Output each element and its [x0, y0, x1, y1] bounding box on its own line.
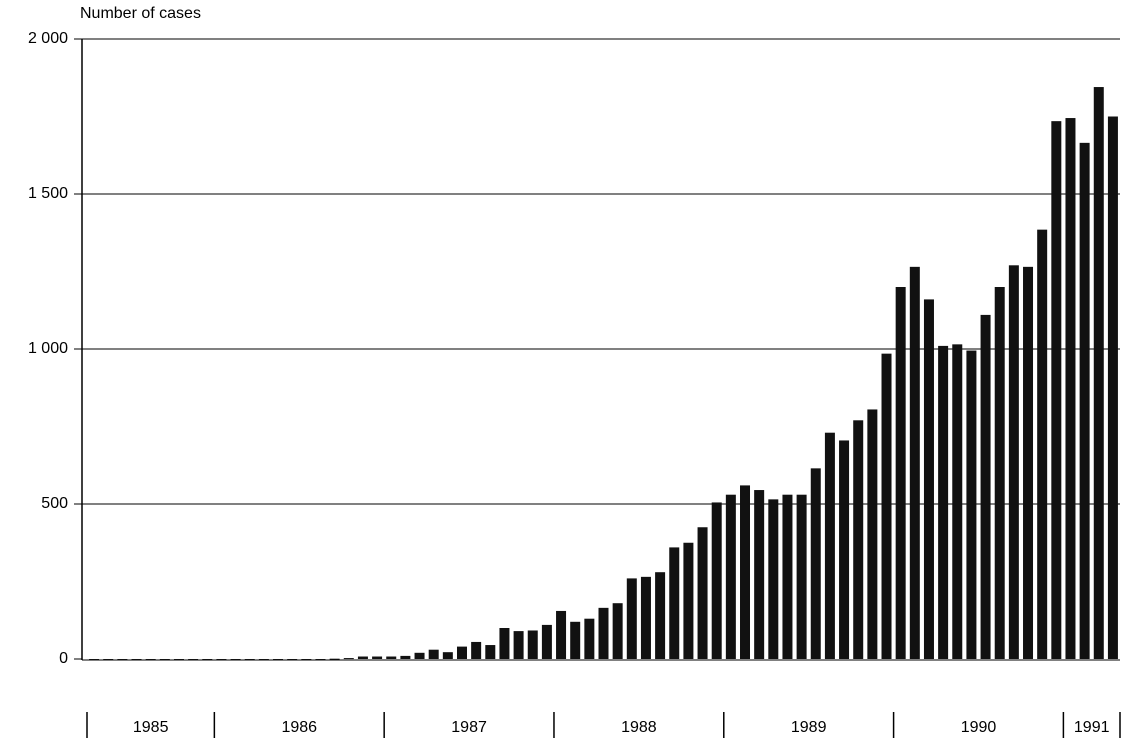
- bar: [584, 618, 595, 659]
- bar: [527, 630, 538, 659]
- bar: [188, 659, 199, 660]
- x-group-label: 1988: [621, 719, 657, 736]
- bar: [216, 659, 227, 660]
- bar: [740, 485, 751, 659]
- bar: [980, 314, 991, 659]
- bar: [994, 287, 1005, 659]
- bar: [456, 646, 467, 659]
- bar: [853, 420, 864, 659]
- bar: [556, 610, 567, 659]
- bar: [839, 440, 850, 659]
- bar: [145, 659, 156, 660]
- bar: [131, 659, 142, 660]
- bar: [867, 409, 878, 659]
- bar: [1093, 87, 1104, 660]
- y-tick-label: 2 000: [28, 30, 68, 47]
- bar: [513, 631, 524, 659]
- bar: [824, 432, 835, 659]
- bar: [1037, 229, 1048, 659]
- bar: [697, 527, 708, 659]
- bar: [655, 572, 666, 659]
- bar: [103, 659, 114, 660]
- bar: [485, 645, 496, 659]
- y-tick-label: 1 000: [28, 340, 68, 357]
- bar: [640, 576, 651, 659]
- bar: [499, 628, 510, 659]
- bar: [414, 652, 425, 659]
- bar: [796, 494, 807, 659]
- bar: [923, 299, 934, 659]
- bar: [1008, 265, 1019, 659]
- bar: [895, 287, 906, 659]
- bar: [301, 659, 312, 660]
- bar: [471, 641, 482, 659]
- x-group-label: 1985: [133, 719, 169, 736]
- y-tick-label: 500: [41, 495, 68, 512]
- x-group-label: 1990: [961, 719, 997, 736]
- bar: [1079, 142, 1090, 660]
- x-group-label: 1991: [1074, 719, 1110, 736]
- y-axis-label: Number of cases: [80, 5, 201, 22]
- x-group-label: 1987: [451, 719, 487, 736]
- bar: [810, 468, 821, 659]
- bar: [1051, 121, 1062, 659]
- bar: [966, 350, 977, 659]
- bar: [669, 547, 680, 659]
- bar: [1023, 266, 1034, 659]
- bar: [287, 659, 298, 660]
- x-group-label: 1989: [791, 719, 827, 736]
- bar: [952, 344, 963, 659]
- bar: [612, 603, 623, 659]
- bar: [202, 659, 213, 660]
- bar: [570, 621, 581, 659]
- bar: [386, 656, 397, 659]
- bar: [258, 659, 269, 660]
- bar: [173, 659, 184, 660]
- bar: [428, 649, 439, 659]
- bar: [711, 502, 722, 659]
- bar: [768, 499, 779, 659]
- bar: [754, 490, 765, 659]
- bar: [357, 656, 368, 659]
- bar: [273, 659, 284, 660]
- bar: [598, 607, 609, 659]
- bar: [909, 266, 920, 659]
- bar: [343, 658, 354, 660]
- bar: [1065, 118, 1076, 660]
- bar: [400, 655, 411, 659]
- y-tick-label: 1 500: [28, 185, 68, 202]
- bar: [159, 659, 170, 660]
- bar: [230, 659, 241, 660]
- bar: [725, 494, 736, 659]
- bar: [315, 659, 326, 660]
- bar: [117, 659, 128, 660]
- bar: [626, 578, 637, 659]
- bar: [881, 353, 892, 659]
- y-tick-label: 0: [59, 650, 68, 667]
- bar: [782, 494, 793, 659]
- bar: [541, 624, 552, 659]
- bar: [1107, 116, 1118, 659]
- bar: [89, 659, 100, 660]
- bar: [329, 658, 340, 660]
- bar: [244, 659, 255, 660]
- bar: [442, 652, 453, 659]
- bar: [372, 656, 383, 659]
- bar: [938, 345, 949, 659]
- x-group-label: 1986: [281, 719, 317, 736]
- bar: [683, 542, 694, 659]
